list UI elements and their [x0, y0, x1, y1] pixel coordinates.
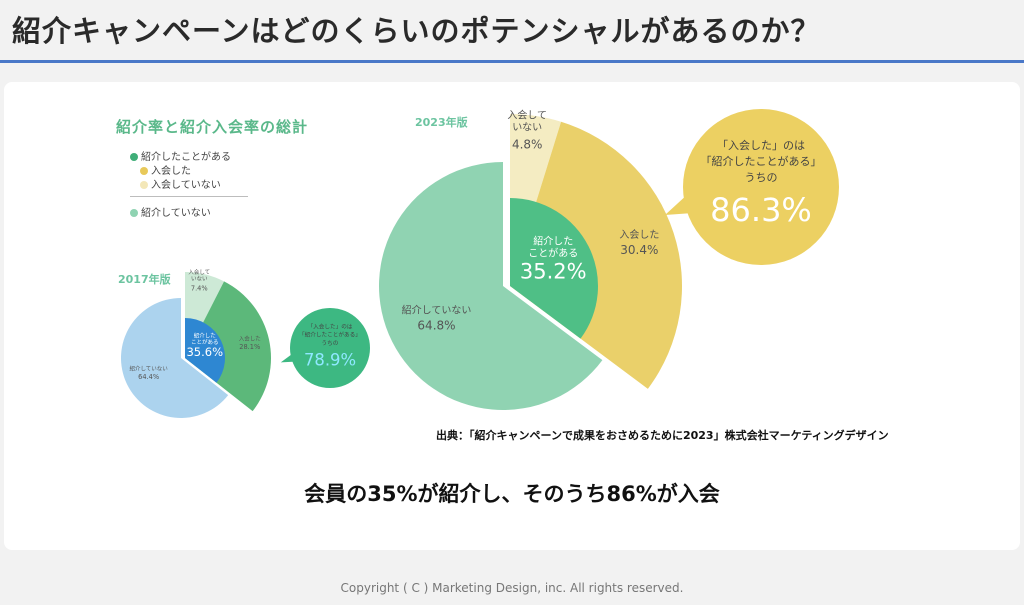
slice-label-referred-line2: ことがある	[191, 338, 219, 346]
slice-value-referred: 35.2%	[520, 259, 587, 283]
pie-slice-referred	[510, 198, 598, 339]
edition-label-2017: 2017年版	[118, 273, 171, 286]
headline: 会員の35%が紹介し、そのうち86%が入会	[304, 482, 720, 506]
callout-bubble	[290, 308, 370, 388]
legend-title: 紹介率と紹介入会率の総計	[116, 118, 309, 136]
slice-value-not-joined: 7.4%	[191, 285, 208, 293]
callout-line3: うちの	[322, 340, 339, 347]
legend-label: 紹介していない	[141, 208, 211, 219]
slice-label-not-joined-line2: いない	[512, 122, 542, 134]
page-title: 紹介キャンペーンはどのくらいのポテンシャルがあるのか？	[12, 14, 821, 48]
callout-line1: 「入会した」のは	[717, 139, 805, 152]
callout-value: 86.3%	[710, 191, 812, 229]
slice-label-not-referred: 紹介していない	[402, 303, 472, 316]
copyright: Copyright ( C ) Marketing Design, inc. A…	[340, 581, 684, 595]
slice-label-joined: 入会した	[619, 228, 659, 241]
callout-line2: 「紹介したことがある」	[701, 154, 822, 168]
slice-value-not-referred: 64.8%	[417, 318, 455, 332]
slice-value-joined: 30.4%	[620, 243, 658, 257]
legend-divider	[130, 196, 248, 197]
pie-slice-joined	[510, 121, 682, 389]
legend-item-not-referred: 紹介していない	[130, 204, 211, 219]
source-citation: 出典：「紹介キャンペーンで成果をおさめるために2023」株式会社マーケティングデ…	[436, 429, 889, 442]
pie-slice-not-referred	[121, 298, 229, 418]
legend-label: 入会していない	[151, 180, 221, 191]
legend-dot	[140, 167, 148, 175]
pie-slice-referred	[185, 318, 226, 383]
slice-value-not-referred: 64.4%	[138, 373, 159, 381]
legend-item-not-joined: 入会していない	[140, 176, 221, 191]
slice-label-joined: 入会した	[239, 334, 261, 342]
slice-value-joined: 28.1%	[239, 343, 260, 351]
legend-label: 紹介したことがある	[141, 152, 231, 163]
callout-line1: 「入会した」のは	[307, 323, 352, 331]
slice-value-referred: 35.6%	[186, 345, 223, 359]
callout-value: 78.9%	[304, 350, 356, 369]
callout-line2: 「紹介したことがある」	[299, 331, 361, 339]
slice-label-referred-line1: 紹介した	[194, 331, 216, 339]
pie-slice-not-referred	[378, 162, 603, 410]
legend-label: 入会した	[151, 166, 191, 177]
slice-label-referred-line1: 紹介した	[533, 234, 573, 247]
title-underline	[0, 60, 1024, 63]
slice-label-referred-line2: ことがある	[528, 246, 578, 259]
legend-dot	[130, 209, 138, 217]
legend-item-referred: 紹介したことがある	[130, 148, 231, 163]
slice-label-not-referred: 紹介していない	[129, 364, 168, 372]
slice-label-not-joined-line2: いない	[191, 276, 208, 283]
legend-dot	[130, 153, 138, 161]
pie-slice-joined	[185, 281, 271, 412]
slice-label-not-joined-line1: 入会して	[507, 109, 547, 122]
legend-item-joined: 入会した	[140, 162, 191, 177]
slice-value-not-joined: 4.8%	[512, 138, 543, 152]
edition-label-2023: 2023年版	[415, 116, 468, 129]
header: 紹介キャンペーンはどのくらいのポテンシャルがあるのか？	[0, 0, 1024, 63]
legend-dot	[140, 181, 148, 189]
callout-bubble	[683, 109, 839, 265]
callout-line3: うちの	[745, 171, 778, 184]
slice-label-not-joined-line1: 入会して	[188, 268, 210, 276]
